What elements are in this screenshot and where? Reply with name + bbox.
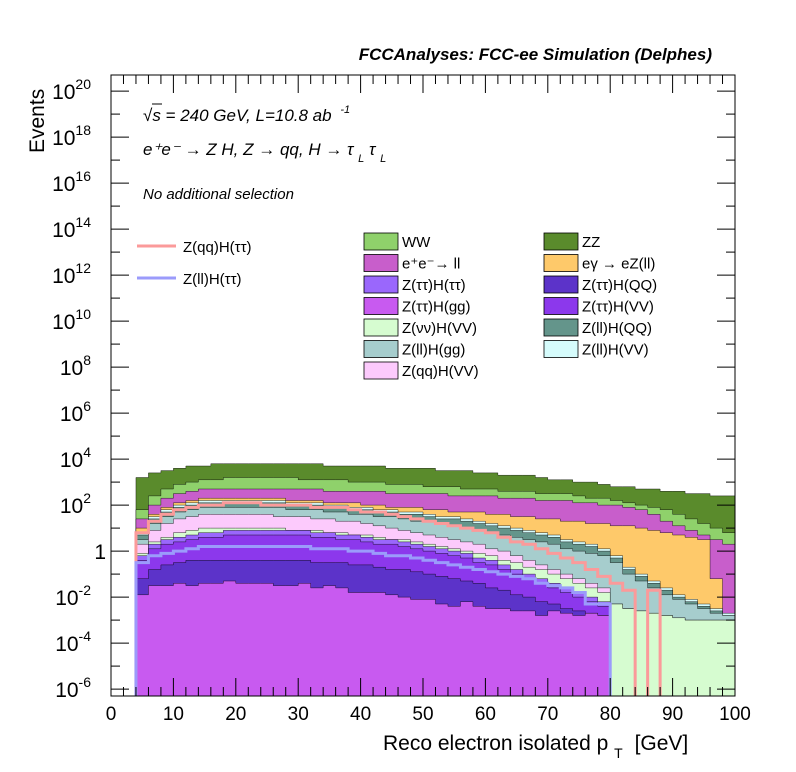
legend-swatch-ww xyxy=(363,232,399,251)
x-tick-label: 10 xyxy=(163,704,184,725)
legend-swatch-e-ez-ll xyxy=(543,254,579,272)
annotation-line-2: e⁺e⁻ → Z H, Z → qq, H → τ xyxy=(143,140,355,159)
legend-label: ZZ xyxy=(582,234,600,251)
legend-label: Z(qq)H(ττ) xyxy=(183,239,252,256)
legend-swatch-z-h-qq xyxy=(543,275,579,294)
x-tick-labels: 0 10 20 30 40 50 60 70 80 90 100 xyxy=(106,704,751,725)
x-tick-label: 40 xyxy=(350,704,371,725)
y-tick-label: 10-6 xyxy=(55,674,91,702)
annotation-line-2-sub1: L xyxy=(358,153,364,165)
chart-title: FCCAnalyses: FCC-ee Simulation (Delphes) xyxy=(359,45,713,64)
legend-swatch-z-ll-h-qq xyxy=(543,318,579,337)
y-tick-labels: 102010181016101410121010108106104102110-… xyxy=(52,76,106,702)
annotation-block: √s = 240 GeV, L=10.8 ab -1 e⁺e⁻ → Z H, Z… xyxy=(143,103,386,203)
x-axis-label-unit: [GeV] xyxy=(635,732,689,755)
x-tick-label: 30 xyxy=(288,704,309,725)
x-axis-label-sub: T xyxy=(614,745,623,761)
legend-label: Z(ττ)H(ττ) xyxy=(402,277,466,294)
legend-swatch-z-h xyxy=(363,275,399,294)
x-tick-label: 70 xyxy=(537,704,558,725)
legend-label: Z(νν)H(VV) xyxy=(402,320,477,337)
axis-ticks xyxy=(110,75,736,696)
stacked-histograms xyxy=(135,463,735,696)
x-axis-label: Reco electron isolated p T [GeV] xyxy=(383,732,688,763)
legend-label: Z(ll)H(VV) xyxy=(582,342,649,359)
legend-label: Z(ττ)H(QQ) xyxy=(582,277,657,294)
legend-label: Z(qq)H(VV) xyxy=(402,363,479,380)
line-z-qq-h xyxy=(134,501,662,696)
y-tick-label: 102 xyxy=(60,490,91,518)
y-tick-label: 1016 xyxy=(52,168,91,196)
svg-text:Reco electron isolated p: Reco electron isolated p T [GeV] xyxy=(383,732,688,763)
legend-label: WW xyxy=(402,234,431,251)
y-tick-label: 1020 xyxy=(52,76,91,104)
y-tick-label: 1 xyxy=(94,541,106,564)
annotation-line-1-sup: -1 xyxy=(340,104,350,116)
y-tick-label: 108 xyxy=(60,352,91,380)
stack-z-h-gg xyxy=(135,580,611,696)
x-tick-label: 0 xyxy=(106,704,117,725)
legend-swatch-z-h-vv xyxy=(543,297,579,315)
legend-swatch-z-h-gg xyxy=(363,297,399,315)
y-tick-label: 1012 xyxy=(52,260,91,288)
annotation-line-2-tau2: τ xyxy=(369,140,377,159)
y-tick-label: 1010 xyxy=(52,306,91,334)
x-tick-label: 90 xyxy=(662,704,683,725)
y-axis-label: Events xyxy=(26,89,49,153)
y-tick-label: 10-2 xyxy=(55,582,91,610)
signal-lines xyxy=(134,501,662,696)
legend-label: Z(ll)H(gg) xyxy=(402,342,465,359)
x-tick-label: 100 xyxy=(719,704,751,725)
legend-swatch-zz xyxy=(543,232,579,251)
legend-label: Z(ll)H(QQ) xyxy=(582,320,652,337)
legend-swatch-e-e-ll xyxy=(363,254,399,272)
legend-label: e⁺e⁻→ ll xyxy=(402,256,460,273)
legend-swatch-z-qq-h-vv xyxy=(363,361,399,380)
svg-text:e⁺e⁻ → Z H, Z → qq, H → τ: e⁺e⁻ → Z H, Z → qq, H → τ L τ L xyxy=(143,140,386,166)
legend-swatch-z-h-vv xyxy=(363,318,399,337)
x-axis-label-text: Reco electron isolated p xyxy=(383,732,608,755)
legend-label: eγ → eZ(ll) xyxy=(582,256,655,273)
legend-stack: WW ZZ e⁺e⁻→ ll eγ → eZ(ll) Z(ττ)H(ττ) Z(ττ)H(… xyxy=(363,232,657,380)
x-tick-label: 60 xyxy=(475,704,496,725)
legend-swatch-z-ll-h-gg xyxy=(363,340,399,358)
x-tick-label: 20 xyxy=(225,704,246,725)
y-tick-label: 1014 xyxy=(52,214,91,242)
y-tick-label: 104 xyxy=(60,444,91,472)
y-tick-label: 106 xyxy=(60,398,91,426)
legend-label: Z(ττ)H(gg) xyxy=(402,299,471,316)
legend-signal: Z(qq)H(ττ) Z(ll)H(ττ) xyxy=(137,239,252,288)
y-tick-label: 10-4 xyxy=(55,628,91,656)
line-z-ll-h xyxy=(134,545,612,696)
annotation-line-2-sub2: L xyxy=(380,153,386,165)
legend-swatch-z-ll-h-vv xyxy=(543,340,579,358)
annotation-line-3: No additional selection xyxy=(143,186,294,203)
legend-label: Z(ττ)H(VV) xyxy=(582,299,654,316)
svg-text:√s = 240 GeV, L=10.8 ab: √s = 240 GeV, L=10.8 ab -1 xyxy=(143,104,350,125)
annotation-line-1: √s = 240 GeV, L=10.8 ab xyxy=(143,106,332,125)
y-tick-label: 1018 xyxy=(52,122,91,150)
x-tick-label: 80 xyxy=(600,704,621,725)
x-tick-label: 50 xyxy=(412,704,433,725)
legend-label: Z(ll)H(ττ) xyxy=(183,271,242,288)
